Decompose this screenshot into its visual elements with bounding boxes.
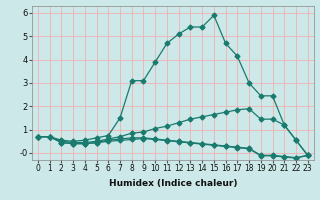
X-axis label: Humidex (Indice chaleur): Humidex (Indice chaleur): [108, 179, 237, 188]
